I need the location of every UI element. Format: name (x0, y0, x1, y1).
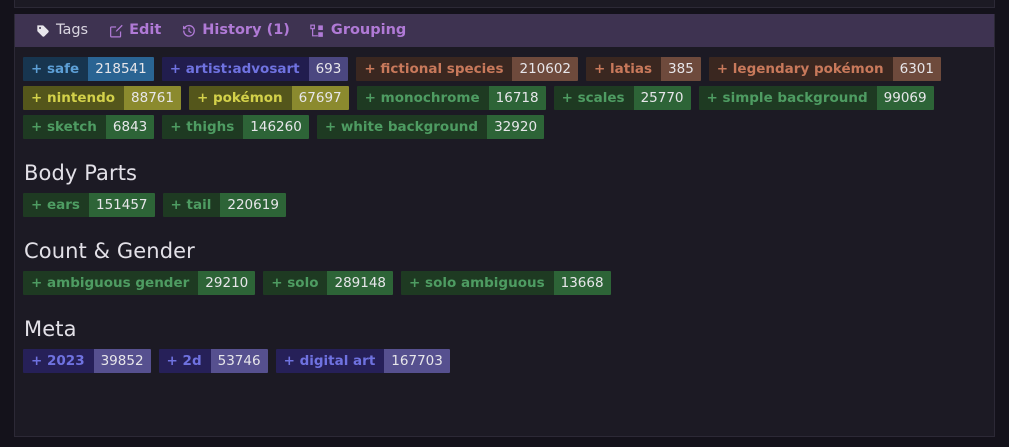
tag-pill[interactable]: + 2d 53746 (158, 349, 268, 373)
tag-count: 25770 (633, 86, 691, 110)
tag-count: 67697 (291, 86, 349, 110)
tag-count: 6301 (892, 57, 941, 81)
tag-count: 53746 (210, 349, 268, 373)
tag-add-label[interactable]: + 2d (158, 349, 211, 373)
tag-add-label[interactable]: + tail (162, 193, 221, 217)
tag-section: Count & Gender + ambiguous gender 29210 + s… (23, 239, 986, 295)
tag-pill[interactable]: + pokémon 67697 (188, 86, 349, 110)
tag-count: 29210 (198, 271, 256, 295)
tag-add-label[interactable]: + nintendo (23, 86, 125, 110)
tag-add-label[interactable]: + scales (553, 86, 634, 110)
tag-pill[interactable]: + monochrome 16718 (356, 86, 546, 110)
tag-add-label[interactable]: + artist:advosart (161, 57, 309, 81)
tag-count: 99069 (876, 86, 934, 110)
tag-pill[interactable]: + scales 25770 (553, 86, 691, 110)
tag-section: Body Parts + ears 151457 + tail 220619 (23, 161, 986, 217)
tag-count: 6843 (105, 115, 155, 139)
tag-pill[interactable]: + tail 220619 (162, 193, 286, 217)
grouping-icon (310, 23, 325, 38)
tag-pill[interactable]: + latias 385 (586, 57, 701, 81)
panel-tab-label: Grouping (330, 22, 407, 39)
tag-count: 218541 (88, 57, 154, 81)
tag-pill[interactable]: + safe 218541 (23, 57, 154, 81)
tag-add-label[interactable]: + legendary pokémon (708, 57, 893, 81)
tag-pill[interactable]: + white background 32920 (316, 115, 545, 139)
tag-count: 39852 (93, 349, 151, 373)
panel-tab-label: Tags (56, 22, 89, 39)
tag-add-label[interactable]: + monochrome (356, 86, 489, 110)
tag-add-label[interactable]: + ambiguous gender (23, 271, 199, 295)
tag-count: 289148 (327, 271, 394, 295)
tag-count: 693 (308, 57, 349, 81)
tag-add-label[interactable]: + fictional species (356, 57, 513, 81)
tag-list: + 2023 39852 + 2d 53746 + digital art 167703 (23, 349, 986, 373)
tag-add-label[interactable]: + solo (263, 271, 328, 295)
panel-tab-label: Edit (129, 22, 162, 39)
tag-pill[interactable]: + nintendo 88761 (23, 86, 181, 110)
tag-add-label[interactable]: + solo ambiguous (401, 271, 554, 295)
tag-add-label[interactable]: + ears (23, 193, 89, 217)
tag-add-label[interactable]: + white background (316, 115, 488, 139)
tag-pill[interactable]: + legendary pokémon 6301 (708, 57, 941, 81)
tag-pill[interactable]: + ambiguous gender 29210 (23, 271, 256, 295)
tag-pill[interactable]: + artist:advosart 693 (161, 57, 349, 81)
tags-panel: Tags Edit History (1) Grouping + safe 218541… (14, 14, 995, 437)
tag-count: 88761 (124, 86, 181, 110)
tag-icon (35, 23, 50, 38)
previous-panel-edge (14, 0, 995, 8)
section-heading: Meta (24, 317, 77, 341)
tag-add-label[interactable]: + pokémon (188, 86, 292, 110)
panel-tab-label: History (1) (202, 22, 290, 39)
section-heading: Count & Gender (24, 239, 195, 263)
tag-count: 32920 (487, 115, 545, 139)
tag-count: 151457 (88, 193, 155, 217)
tag-count: 220619 (220, 193, 286, 217)
tag-add-label[interactable]: + thighs (162, 115, 244, 139)
tag-pill[interactable]: + sketch 6843 (23, 115, 155, 139)
panel-tab-bar: Tags Edit History (1) Grouping (15, 14, 994, 47)
tag-count: 385 (661, 57, 701, 81)
tag-add-label[interactable]: + latias (586, 57, 662, 81)
tag-section: + safe 218541 + artist:advosart 693 + fictio… (23, 57, 986, 139)
panel-tab-edit[interactable]: Edit (98, 20, 171, 41)
tag-add-label[interactable]: + 2023 (23, 349, 94, 373)
tag-pill[interactable]: + solo ambiguous 13668 (401, 271, 611, 295)
tag-count: 13668 (553, 271, 611, 295)
tag-count: 146260 (243, 115, 309, 139)
tag-add-label[interactable]: + digital art (275, 349, 385, 373)
tag-pill[interactable]: + ears 151457 (23, 193, 155, 217)
tag-add-label[interactable]: + sketch (23, 115, 106, 139)
tag-count: 16718 (488, 86, 546, 110)
tag-pill[interactable]: + 2023 39852 (23, 349, 151, 373)
tag-pill[interactable]: + solo 289148 (263, 271, 394, 295)
tag-section: Meta + 2023 39852 + 2d 53746 + digital art 167… (23, 317, 986, 373)
tag-add-label[interactable]: + safe (23, 57, 89, 81)
tag-pill[interactable]: + simple background 99069 (698, 86, 934, 110)
tags-panel-body: + safe 218541 + artist:advosart 693 + fictio… (15, 47, 994, 381)
panel-tab-grouping[interactable]: Grouping (300, 20, 416, 41)
pencil-icon (108, 23, 123, 38)
tag-add-label[interactable]: + simple background (698, 86, 877, 110)
tag-list: + ears 151457 + tail 220619 (23, 193, 986, 217)
tag-count: 210602 (512, 57, 579, 81)
section-heading: Body Parts (24, 161, 138, 185)
tag-pill[interactable]: + thighs 146260 (162, 115, 309, 139)
tag-pill[interactable]: + digital art 167703 (275, 349, 450, 373)
tag-list: + safe 218541 + artist:advosart 693 + fictio… (23, 57, 986, 139)
panel-tab-tags[interactable]: Tags (25, 20, 98, 41)
panel-tab-history-1[interactable]: History (1) (171, 20, 300, 41)
tag-list: + ambiguous gender 29210 + solo 289148 + sol… (23, 271, 986, 295)
tag-count: 167703 (384, 349, 450, 373)
tag-pill[interactable]: + fictional species 210602 (356, 57, 579, 81)
history-icon (181, 23, 196, 38)
